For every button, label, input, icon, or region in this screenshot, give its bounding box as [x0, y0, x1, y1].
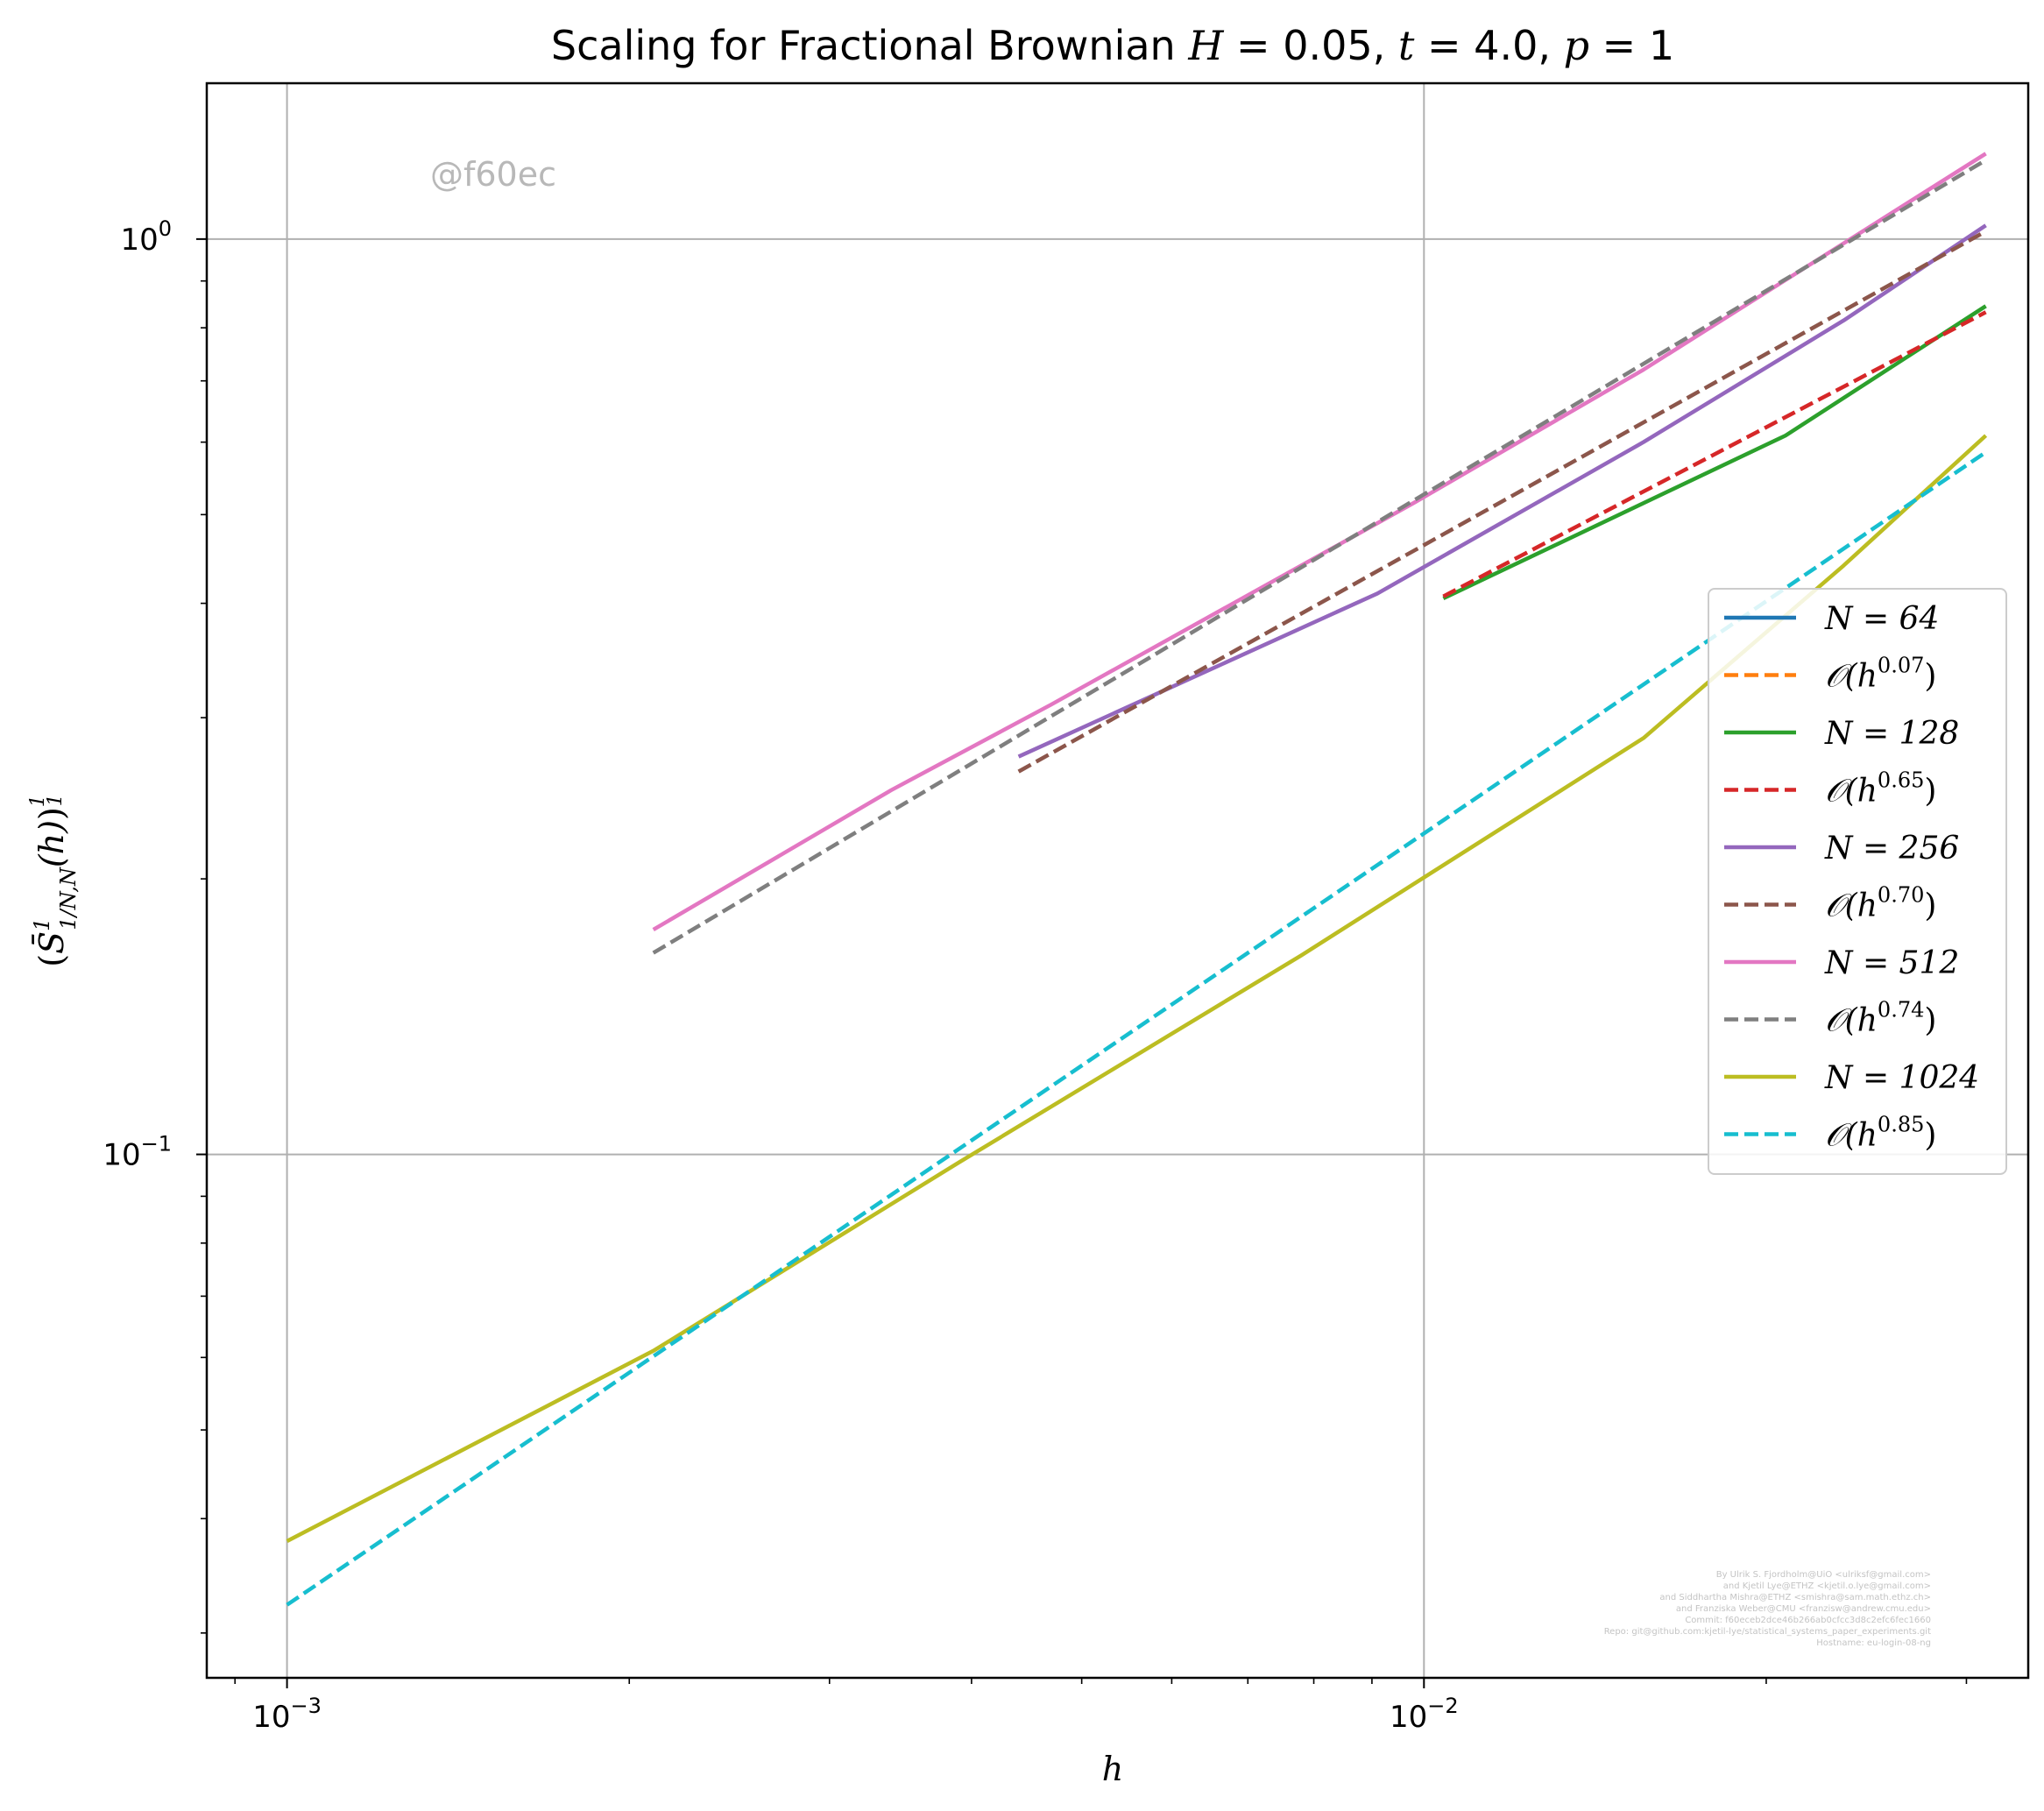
credit-line: Repo: git@github.com:kjetil-lye/statisti…: [1604, 1627, 1931, 1637]
legend-label: N = 512: [1824, 945, 1959, 981]
x-axis-label: h: [1102, 1750, 1123, 1788]
legend-label: 𝒪(h0.65): [1825, 768, 1936, 810]
legend-label: N = 256: [1824, 831, 1959, 867]
legend-label: 𝒪(h0.07): [1825, 654, 1936, 695]
series-line: [652, 152, 1987, 932]
legend-box: [1708, 588, 2007, 1175]
watermark-text: @f60ec: [430, 155, 556, 194]
credit-line: and Siddhartha Mishra@ETHZ <smishra@sam.…: [1659, 1593, 1931, 1602]
chart-title: Scaling for Fractional Brownian H = 0.05…: [551, 22, 1674, 69]
plot-frame: [205, 81, 2030, 1680]
y-axis-label: (S̄11/N,N(h))11: [27, 794, 81, 967]
credit-line: By Ulrik S. Fjordholm@UiO <ulriksf@gmail…: [1716, 1570, 1931, 1580]
legend-label: N = 64: [1824, 601, 1939, 637]
legend-label: 𝒪(h0.70): [1825, 883, 1936, 924]
x-tick-label: 10−2: [1390, 1694, 1459, 1735]
legend: N = 64 𝒪(h0.07) N = 128 𝒪(h0.65) N = 256 𝒪(h0…: [1708, 588, 2007, 1175]
y-tick-label: 100: [120, 216, 172, 258]
legend-label: N = 1024: [1824, 1060, 1979, 1096]
plot-series: [286, 152, 1988, 1607]
legend-label: N = 128: [1824, 716, 1959, 752]
svg-text:(S̄11/N,N(h))11: (S̄11/N,N(h))11: [27, 794, 81, 967]
x-tick-label: 10−3: [252, 1694, 322, 1735]
axis-ticks: 10−3 10−2 10−1 100: [103, 216, 1968, 1735]
fit-line: [1017, 229, 1987, 774]
series-line: [286, 434, 1988, 1543]
fit-line: [1442, 310, 1987, 598]
credits-block: By Ulrik S. Fjordholm@UiO <ulriksf@gmail…: [1604, 1570, 1931, 1648]
y-tick-label: 10−1: [103, 1132, 172, 1173]
series-line: [1017, 223, 1987, 759]
credit-line: and Franziska Weber@CMU <franzisw@andrew…: [1676, 1604, 1931, 1614]
fit-line: [652, 158, 1987, 955]
credit-line: Commit: f60eceb2dce46b266ab0cfcc3d8c2efc…: [1685, 1616, 1931, 1625]
legend-label: 𝒪(h0.74): [1825, 998, 1936, 1039]
legend-label: 𝒪(h0.85): [1825, 1113, 1936, 1154]
credit-line: Hostname: eu-login-08-ng: [1816, 1638, 1931, 1648]
credit-line: and Kjetil Lye@ETHZ <kjetil.o.lye@gmail.…: [1723, 1581, 1931, 1591]
